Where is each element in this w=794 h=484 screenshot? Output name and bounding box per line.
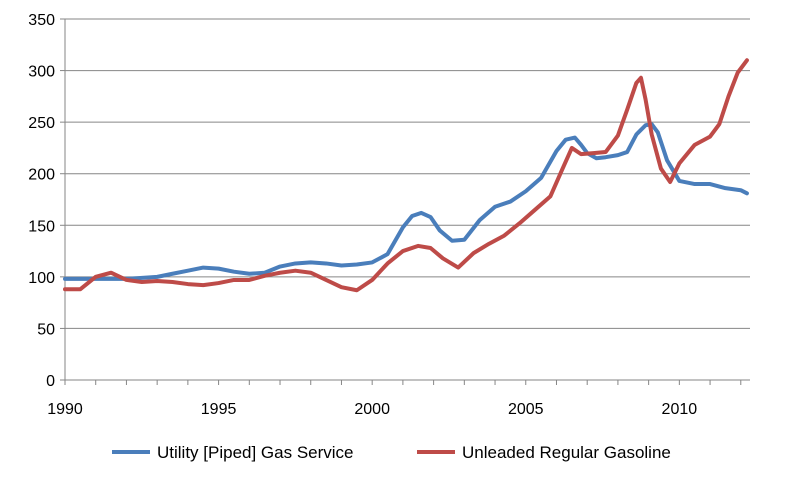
series-line-utility-gas xyxy=(63,122,749,281)
y-tick-label-50: 50 xyxy=(37,321,55,338)
x-tick-label-2010: 2010 xyxy=(662,401,698,418)
legend-label-gasoline: Unleaded Regular Gasoline xyxy=(462,443,671,462)
legend-item-utility-gas: Utility [Piped] Gas Service xyxy=(112,443,354,462)
legend: Utility [Piped] Gas Service Unleaded Reg… xyxy=(112,443,671,462)
y-tick-label-300: 300 xyxy=(28,64,55,81)
y-tick-label-0: 0 xyxy=(46,373,55,390)
y-tick-label-200: 200 xyxy=(28,167,55,184)
x-tick-label-2000: 2000 xyxy=(354,401,390,418)
series-lines xyxy=(63,58,749,293)
legend-item-gasoline: Unleaded Regular Gasoline xyxy=(417,443,671,462)
x-axis-ticks: 1990 1995 2000 2005 2010 xyxy=(47,380,742,418)
y-tick-label-250: 250 xyxy=(28,115,55,132)
grid-lines xyxy=(65,18,750,329)
y-tick-label-150: 150 xyxy=(28,218,55,235)
x-tick-label-1995: 1995 xyxy=(201,401,237,418)
y-axis-ticks: 0 50 100 150 200 250 300 350 xyxy=(28,12,65,390)
y-tick-label-100: 100 xyxy=(28,270,55,287)
x-tick-label-2005: 2005 xyxy=(508,401,544,418)
legend-label-utility-gas: Utility [Piped] Gas Service xyxy=(157,443,354,462)
x-tick-label-1990: 1990 xyxy=(47,401,83,418)
series-line-gasoline xyxy=(63,58,749,293)
y-tick-label-350: 350 xyxy=(28,12,55,29)
